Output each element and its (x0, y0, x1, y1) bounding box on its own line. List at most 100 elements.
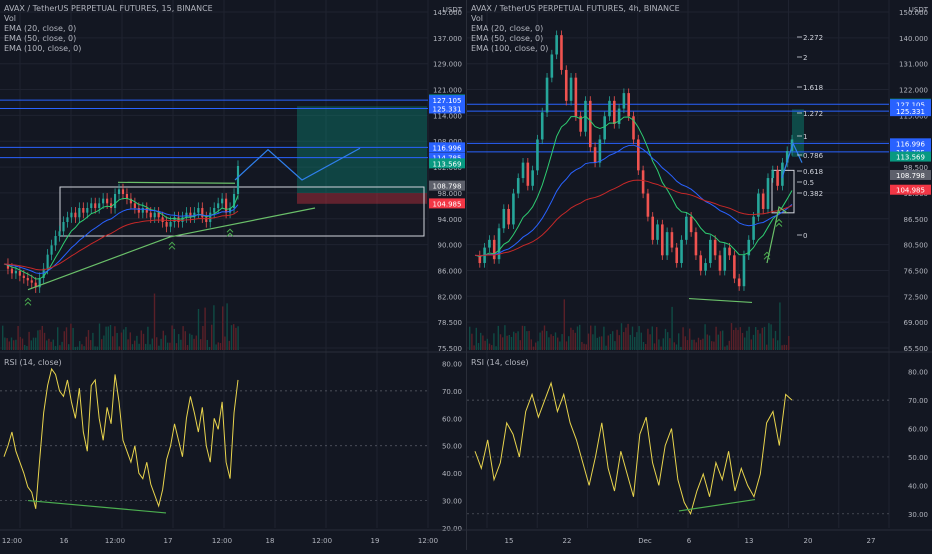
price-tag[interactable] (429, 180, 465, 191)
range-rectangle[interactable] (59, 186, 425, 237)
candle[interactable] (26, 278, 29, 281)
candle[interactable] (564, 69, 568, 101)
left-rsi-title[interactable]: RSI (14, close) (4, 358, 62, 367)
left-indicator-ema20[interactable]: EMA (20, close, 0) (4, 24, 77, 33)
candle[interactable] (18, 271, 21, 276)
candle[interactable] (98, 203, 101, 208)
rsi-line[interactable] (474, 381, 793, 516)
candle[interactable] (14, 271, 17, 274)
right-rsi-title[interactable]: RSI (14, close) (471, 358, 529, 367)
candle[interactable] (507, 208, 510, 225)
candle[interactable] (54, 236, 57, 246)
candle[interactable] (641, 170, 645, 194)
candle[interactable] (771, 170, 775, 179)
candle[interactable] (632, 116, 635, 140)
candle[interactable] (665, 232, 669, 256)
candle[interactable] (117, 189, 121, 194)
candle[interactable] (10, 268, 14, 274)
candle[interactable] (569, 77, 573, 101)
candle[interactable] (106, 198, 109, 204)
candle[interactable] (94, 203, 97, 208)
candle[interactable] (516, 178, 520, 194)
trend-line[interactable] (27, 207, 316, 291)
candle[interactable] (761, 193, 765, 209)
price-tag[interactable] (890, 106, 931, 117)
candle[interactable] (70, 212, 73, 218)
candle[interactable] (646, 193, 650, 217)
candle[interactable] (22, 275, 25, 278)
candle[interactable] (526, 162, 530, 186)
candle[interactable] (603, 116, 606, 140)
candle[interactable] (141, 208, 144, 213)
candle[interactable] (102, 198, 105, 204)
candle[interactable] (110, 203, 113, 208)
projection-path[interactable] (234, 147, 361, 181)
rsi-divergence-line[interactable] (27, 499, 167, 514)
candle[interactable] (217, 203, 220, 208)
candle[interactable] (598, 139, 602, 163)
candle[interactable] (536, 139, 539, 171)
left-symbol-line[interactable]: AVAX / TetherUS PERPETUAL FUTURES, 15, B… (4, 4, 213, 13)
candle[interactable] (704, 263, 707, 271)
candle[interactable] (545, 77, 549, 113)
candle[interactable] (34, 282, 37, 288)
price-tag[interactable] (429, 103, 465, 114)
candle[interactable] (185, 212, 188, 218)
candle[interactable] (757, 193, 760, 217)
candle[interactable] (201, 208, 204, 218)
right-indicator-ema50[interactable]: EMA (50, close, 0) (471, 34, 544, 43)
candle[interactable] (478, 255, 482, 264)
candle[interactable] (78, 208, 81, 218)
candle[interactable] (608, 100, 611, 117)
candle[interactable] (781, 162, 784, 186)
candle[interactable] (502, 208, 506, 229)
candle[interactable] (785, 151, 789, 163)
candle[interactable] (74, 212, 77, 218)
rsi-divergence-line[interactable] (678, 498, 756, 512)
price-tag[interactable] (890, 151, 931, 162)
right-indicator-ema20[interactable]: EMA (20, close, 0) (471, 24, 544, 33)
candle[interactable] (675, 247, 679, 264)
candle[interactable] (6, 264, 10, 269)
candle[interactable] (512, 193, 515, 225)
candle[interactable] (670, 232, 674, 248)
candle[interactable] (680, 239, 683, 264)
candle[interactable] (149, 212, 152, 218)
candle[interactable] (129, 198, 132, 204)
candle[interactable] (50, 245, 53, 255)
left-indicator-ema50[interactable]: EMA (50, close, 0) (4, 34, 77, 43)
candle[interactable] (221, 198, 224, 204)
price-tag[interactable] (890, 169, 931, 180)
price-tag[interactable] (890, 184, 931, 195)
candle[interactable] (236, 166, 240, 194)
candle[interactable] (145, 208, 148, 213)
candle[interactable] (133, 203, 136, 208)
candle[interactable] (574, 77, 578, 117)
price-tag[interactable] (429, 198, 465, 209)
right-indicator-vol[interactable]: Vol (471, 14, 483, 23)
pane-divider[interactable] (466, 0, 467, 550)
candle[interactable] (617, 108, 621, 124)
candle[interactable] (766, 178, 770, 209)
candle[interactable] (90, 203, 93, 208)
long-position-target-zone[interactable] (792, 109, 804, 157)
candle[interactable] (656, 224, 659, 240)
candle[interactable] (651, 216, 655, 240)
long-position-target-zone[interactable] (297, 106, 427, 194)
resistance-line[interactable] (117, 181, 236, 184)
candle[interactable] (588, 100, 592, 148)
candle[interactable] (228, 208, 232, 213)
left-chart-pane[interactable]: 145.000 137.000 129.000 121.000 114.000 108.0… (0, 0, 466, 550)
candle[interactable] (689, 216, 693, 233)
candle[interactable] (550, 54, 554, 78)
candle[interactable] (713, 239, 717, 256)
candle[interactable] (733, 255, 736, 279)
price-tag[interactable] (890, 138, 931, 149)
candle[interactable] (113, 194, 117, 208)
candle[interactable] (82, 208, 85, 213)
candle[interactable] (776, 170, 779, 186)
candle[interactable] (30, 280, 33, 283)
price-tag[interactable] (429, 158, 465, 169)
candle[interactable] (737, 278, 741, 287)
candle[interactable] (723, 247, 727, 271)
